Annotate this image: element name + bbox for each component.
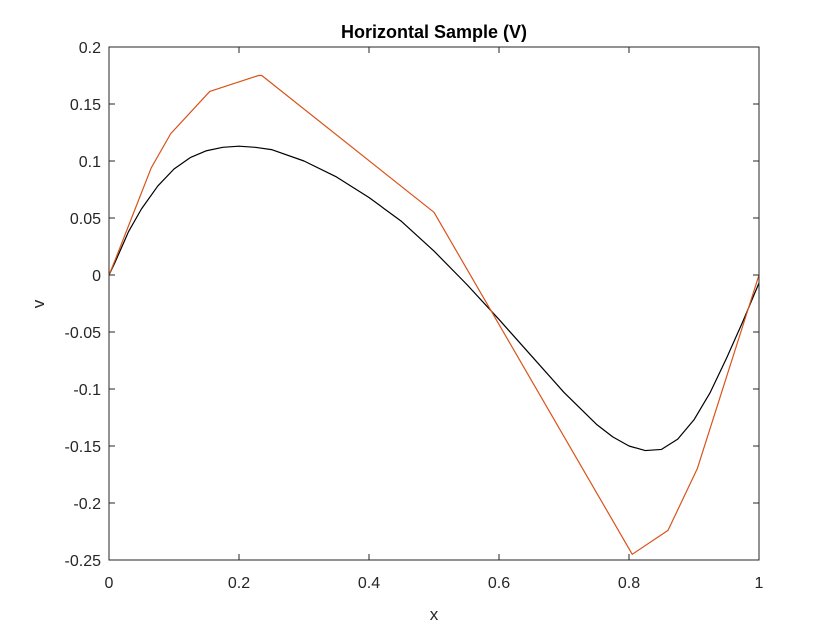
x-tick-label: 0.2 [228,575,250,592]
x-axis-label: x [430,605,439,624]
y-axis: 0.2 0.15 0.1 0.05 0 -0.05 -0.1 -0.15 -0.2 -0.25 [65,40,759,570]
y-axis-label: v [29,299,48,308]
x-tick-label: 0 [105,575,114,592]
x-tick-label: 0.6 [488,575,510,592]
y-tick-label: 0.2 [79,40,101,57]
x-tick-label: 1 [755,575,764,592]
x-tick-label: 0.4 [358,575,380,592]
series-line-2 [108,74,760,555]
series-line-1 [108,145,760,452]
y-tick-label: 0.1 [79,154,101,171]
y-tick-label: -0.05 [65,325,102,342]
y-tick-label: -0.1 [73,382,101,399]
chart-title: Horizontal Sample (V) [341,22,527,42]
y-tick-label: -0.2 [73,496,101,513]
y-tick-label: 0.05 [70,211,101,228]
plot-area-frame [108,46,760,561]
series-layer [108,74,760,555]
y-tick-label: -0.15 [65,439,102,456]
y-tick-label: -0.25 [65,553,102,570]
x-tick-label: 0.8 [618,575,640,592]
y-tick-label: 0.15 [70,97,101,114]
x-axis: 0 0.2 0.4 0.6 0.8 1 [105,47,764,592]
y-tick-label: 0 [92,268,101,285]
